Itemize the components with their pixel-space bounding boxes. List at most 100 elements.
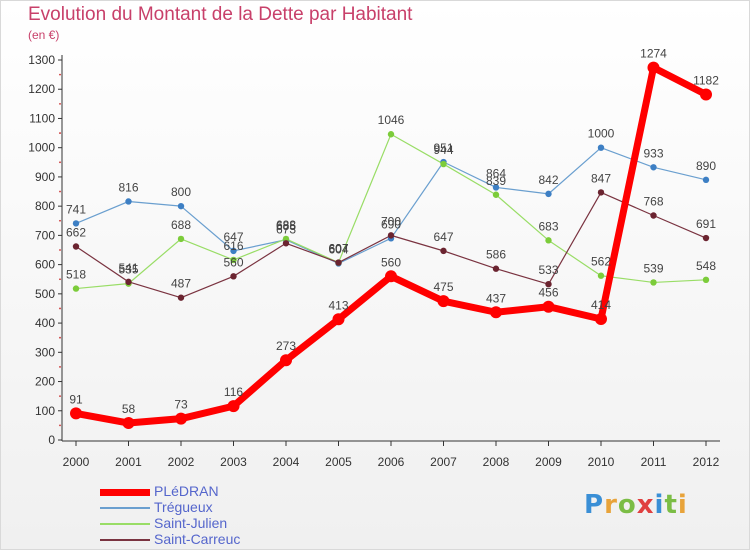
data-label: 456 — [538, 286, 558, 300]
y-tick-label: 400 — [35, 316, 55, 330]
data-point — [650, 164, 657, 171]
data-point — [650, 212, 657, 219]
data-point — [545, 281, 552, 288]
data-point — [492, 191, 500, 198]
data-label: 688 — [171, 218, 191, 232]
data-label: 691 — [696, 217, 716, 231]
data-point — [702, 176, 710, 184]
data-label: 768 — [643, 195, 663, 209]
y-minor-tick — [59, 336, 61, 339]
data-point — [227, 400, 240, 413]
y-minor-tick — [59, 73, 61, 76]
legend-label: Saint-Carreuc — [154, 531, 241, 547]
data-label: 586 — [486, 248, 506, 262]
data-point — [280, 354, 292, 367]
x-tick-label: 2008 — [483, 455, 510, 469]
proxiti-logo: Proxiti — [584, 490, 688, 520]
data-point — [647, 61, 660, 74]
data-label: 700 — [381, 214, 401, 228]
data-label: 116 — [224, 385, 243, 399]
data-label: 685 — [276, 219, 296, 233]
y-tick-label: 1100 — [29, 111, 55, 125]
y-minor-tick — [59, 102, 61, 105]
data-label: 560 — [381, 255, 401, 269]
data-point — [490, 306, 502, 319]
data-point — [545, 237, 552, 244]
data-point — [230, 247, 237, 255]
data-label: 1000 — [588, 127, 615, 141]
y-tick-label: 1000 — [28, 141, 55, 155]
x-tick-label: 2001 — [115, 455, 142, 469]
data-point — [230, 273, 237, 280]
data-point — [545, 190, 552, 198]
y-minor-tick — [59, 132, 61, 134]
data-label: 890 — [696, 159, 716, 173]
data-point — [175, 412, 187, 425]
data-point — [177, 294, 185, 301]
data-label: 933 — [643, 146, 663, 160]
x-tick-label: 2003 — [220, 455, 247, 469]
y-minor-tick — [59, 249, 61, 251]
data-point — [125, 198, 132, 205]
data-label: 683 — [538, 219, 558, 233]
series-line-trégueux — [75, 147, 707, 265]
data-label: 647 — [433, 230, 453, 244]
data-point — [597, 144, 605, 151]
data-label: 562 — [591, 255, 611, 269]
data-label: 816 — [118, 180, 138, 194]
data-label: 607 — [328, 242, 348, 256]
data-point — [700, 88, 712, 101]
legend-swatch — [100, 507, 150, 509]
data-label: 662 — [66, 225, 86, 239]
data-label: 413 — [328, 298, 348, 312]
x-tick-label: 2011 — [641, 455, 667, 469]
data-point — [332, 313, 345, 326]
data-point — [440, 160, 447, 168]
data-label: 864 — [486, 166, 506, 180]
x-tick-label: 2005 — [325, 455, 352, 469]
data-point — [440, 247, 447, 255]
data-point — [702, 276, 710, 284]
data-point — [230, 256, 237, 264]
data-point — [492, 184, 500, 191]
data-label: 839 — [486, 174, 506, 188]
x-tick-label: 2006 — [378, 455, 405, 469]
data-label: 541 — [118, 261, 138, 275]
data-label: 475 — [433, 280, 453, 294]
data-label: 847 — [591, 171, 611, 185]
y-minor-tick — [59, 395, 61, 398]
y-minor-tick — [59, 278, 61, 281]
y-tick-label: 900 — [35, 170, 55, 184]
y-minor-tick — [59, 424, 61, 427]
data-label: 741 — [66, 202, 86, 216]
data-label: 560 — [223, 255, 243, 269]
data-point — [177, 235, 185, 243]
data-label: 944 — [433, 143, 453, 157]
chart-subtitle: (en €) — [28, 28, 60, 42]
y-minor-tick — [59, 219, 61, 222]
data-point — [387, 232, 395, 239]
legend-label: PLéDRAN — [154, 483, 219, 499]
y-tick-label: 0 — [48, 433, 55, 447]
x-tick-label: 2002 — [168, 455, 195, 469]
data-label: 535 — [118, 263, 138, 277]
data-label: 273 — [276, 339, 296, 353]
y-tick-label: 300 — [35, 345, 55, 359]
data-label: 842 — [538, 173, 558, 187]
data-point — [72, 220, 80, 227]
data-label: 647 — [223, 230, 243, 244]
legend-swatch — [100, 488, 150, 496]
data-label: 518 — [66, 268, 86, 282]
data-label: 688 — [276, 218, 296, 232]
y-tick-label: 700 — [35, 228, 55, 242]
x-tick-label: 2010 — [588, 455, 615, 469]
x-tick-label: 2004 — [273, 455, 300, 469]
data-label: 91 — [69, 392, 83, 406]
data-point — [282, 235, 290, 243]
data-point — [335, 259, 342, 266]
data-point — [702, 234, 710, 242]
data-label: 673 — [276, 222, 296, 236]
data-point — [595, 312, 607, 325]
